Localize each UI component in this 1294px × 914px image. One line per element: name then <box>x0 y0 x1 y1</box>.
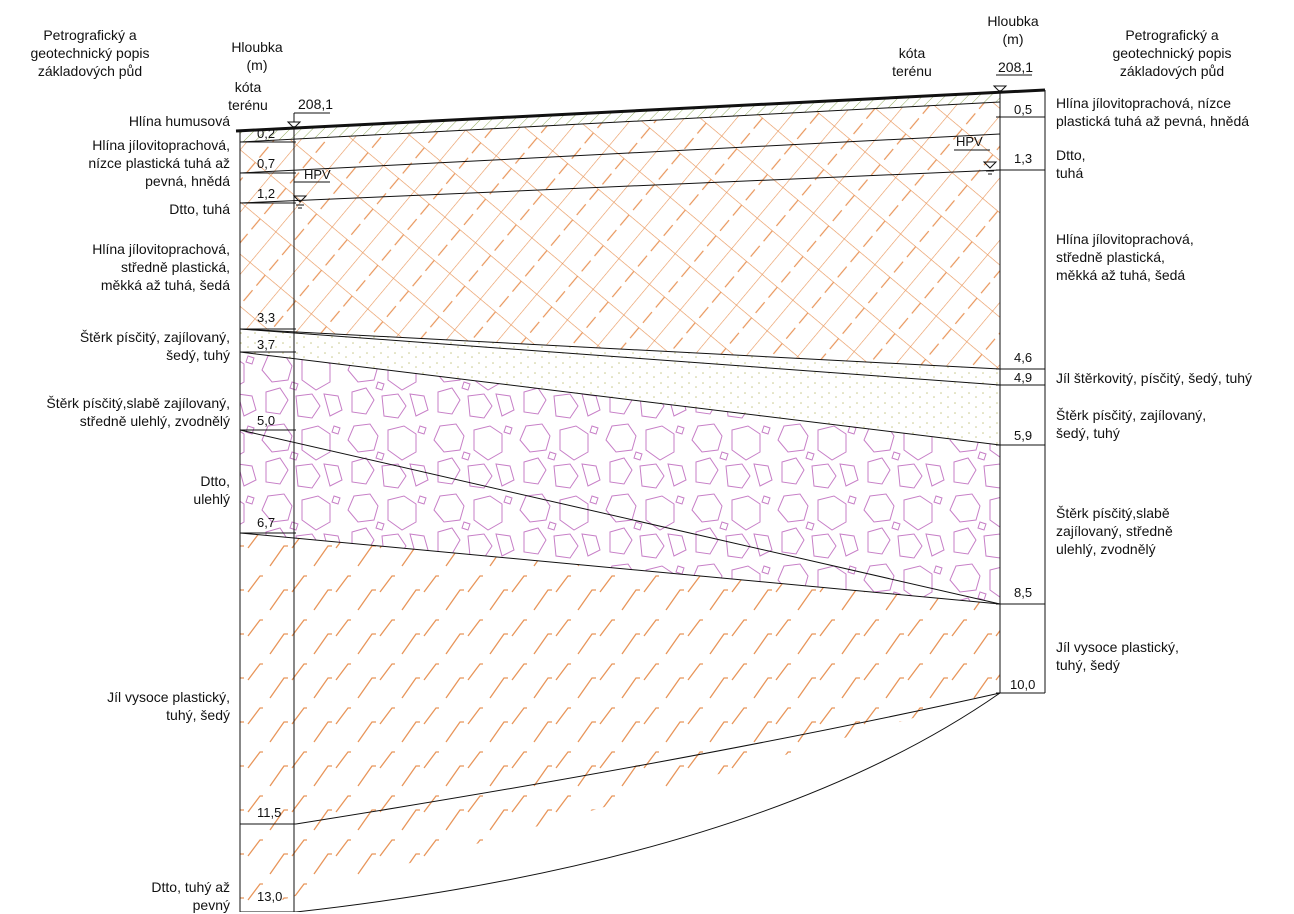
right-hpv-label: HPV <box>956 134 983 149</box>
right-layer-description: Štěrk písčitý,slabě zajílovaný, středně ul… <box>1056 505 1173 557</box>
depth-label: 1,3 <box>1014 151 1033 166</box>
depth-label: 6,7 <box>257 515 276 530</box>
depth-label: 11,5 <box>257 805 282 820</box>
depth-label: 10,0 <box>1010 677 1036 692</box>
left-layer-description: Dtto, tuhý až pevný <box>151 879 230 913</box>
right-terrain-label: kóta terénu <box>892 45 932 79</box>
depth-label: 3,7 <box>257 337 276 352</box>
layer-gravel-clayey-sand <box>240 329 1000 445</box>
white-mask-left <box>0 0 240 912</box>
left-layer-description: Hlína jílovitoprachová, nízce plastická t… <box>88 137 230 189</box>
left-hpv-label: HPV <box>304 167 331 182</box>
left-terrain-label: kóta terénu <box>228 79 268 113</box>
right-terrain-level: 208,1 <box>998 59 1034 75</box>
right-layer-description: Dtto, tuhá <box>1056 147 1086 181</box>
left-layer-description: Hlína jílovitoprachová, středně plastická… <box>92 241 230 293</box>
depth-label: 0,7 <box>257 156 276 171</box>
left-description-header: Petrografický a geotechnický popis základo… <box>30 27 150 79</box>
right-layer-description: Štěrk písčitý, zajílovaný, šedý, tuhý <box>1056 407 1207 441</box>
depth-label: 13,0 <box>257 889 283 904</box>
depth-label: 8,5 <box>1014 585 1033 600</box>
right-depth-header: Hloubka (m) <box>987 13 1039 47</box>
left-layer-description: Jíl vysoce plastický, tuhý, šedý <box>107 689 230 723</box>
depth-label: 1,2 <box>257 186 276 201</box>
depth-label: 4,6 <box>1014 350 1033 365</box>
depth-label: 3,3 <box>257 310 276 325</box>
right-description-header: Petrografický a geotechnický popis základo… <box>1112 27 1232 79</box>
left-layer-description: Štěrk písčitý,slabě zajílovaný, středně u… <box>46 395 230 429</box>
depth-label: 0,2 <box>257 126 276 141</box>
left-layer-description: Dtto, ulehlý <box>193 473 230 507</box>
layer-loam-grey <box>240 170 1000 369</box>
right-layer-description: Jíl vysoce plastický, tuhý, šedý <box>1056 639 1179 673</box>
left-layer-description: Dtto, tuhá <box>169 201 230 217</box>
terrain-line <box>235 88 1046 133</box>
depth-label: 5,0 <box>257 413 276 428</box>
right-layer-description: Jíl štěrkovitý, písčitý, šedý, tuhý <box>1056 370 1253 386</box>
right-layer-description: Hlína jílovitoprachová, nízce plastická t… <box>1056 95 1250 129</box>
depth-label: 0,5 <box>1014 102 1033 117</box>
left-layer-description: Štěrk písčitý, zajílovaný, šedý, tuhý <box>79 329 230 363</box>
layer-clay <box>240 533 1000 912</box>
depth-label: 4,9 <box>1014 370 1033 385</box>
layer-gravel-clayey <box>240 352 1000 604</box>
left-terrain-level: 208,1 <box>298 96 334 112</box>
white-mask-right <box>1000 0 1294 912</box>
depth-label: 5,9 <box>1014 428 1033 443</box>
left-layer-description: Hlína humusová <box>128 113 230 129</box>
left-depth-header: Hloubka (m) <box>231 39 283 73</box>
right-layer-description: Hlína jílovitoprachová, středně plastická… <box>1056 231 1194 283</box>
layer-humus <box>240 92 1000 142</box>
